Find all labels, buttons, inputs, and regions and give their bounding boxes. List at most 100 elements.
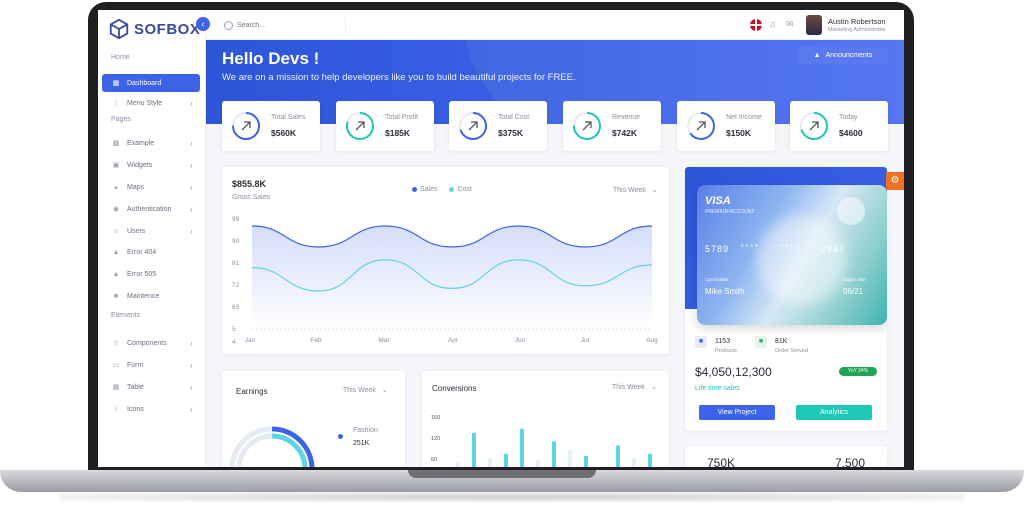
menu-style-icon: ⋮ — [112, 100, 120, 107]
form-icon: ▭ — [112, 362, 120, 369]
brand-logo[interactable]: SOFBOX — [108, 18, 200, 40]
progress-ring-icon — [232, 112, 260, 140]
card-expire-date: 06/21 — [843, 287, 864, 296]
stat-card-today[interactable]: Today $4600 — [790, 101, 888, 151]
x-tick-label: Feb — [310, 337, 322, 344]
conversion-bar — [584, 455, 588, 467]
stat-card-total-sales[interactable]: Total Sales $560K — [222, 101, 320, 151]
legend-cost-dot — [449, 186, 455, 192]
y-tick-label: 4 — [232, 339, 236, 346]
announcements-button[interactable]: ▲ Announcments — [798, 47, 888, 64]
avatar[interactable] — [806, 15, 822, 35]
conversion-bar — [536, 460, 540, 467]
sidebar-item-label: Form — [127, 361, 144, 369]
search-icon — [224, 20, 233, 30]
sidebar-item-error-505[interactable]: ▲ Error 505 — [102, 265, 200, 283]
stat-value: $375K — [498, 128, 524, 138]
sidebar-item-label: Icons — [127, 405, 144, 413]
uk-flag-icon[interactable] — [750, 19, 762, 31]
sidebar-item-users[interactable]: ☺ Users › — [102, 222, 200, 240]
card-glow — [757, 215, 847, 305]
conversions-period-dropdown[interactable]: This Week ⌄ — [612, 383, 657, 391]
sidebar-item-label: Components — [127, 339, 167, 347]
user-name[interactable]: Austin Robertson — [828, 17, 886, 26]
chevron-right-icon: › — [190, 182, 193, 192]
view-project-button[interactable]: View Project — [699, 405, 775, 420]
sidebar-item-components[interactable]: ◊ Components › — [102, 334, 200, 352]
arrow-up-right-icon — [355, 121, 365, 131]
card-number-last: 2847 — [821, 244, 846, 254]
earnings-period-label: This Week — [343, 387, 376, 394]
arrow-up-right-icon — [582, 121, 592, 131]
order-served-value: 81K — [775, 338, 788, 345]
sidebar-item-label: Maps — [127, 183, 145, 191]
stat-card-total-profit[interactable]: Total Profit $185K — [336, 101, 434, 151]
laptop-base — [0, 470, 1024, 492]
analytics-button[interactable]: Analytics — [796, 405, 872, 420]
bell-icon[interactable]: ♫ — [769, 19, 776, 29]
sidebar-item-authentication[interactable]: ◉ Authentication › — [102, 200, 200, 218]
stat-card-total-cost[interactable]: Total Cost $375K — [449, 101, 547, 151]
lock-icon: ◉ — [112, 206, 120, 213]
stat-value: $560K — [271, 128, 297, 138]
mail-icon[interactable]: ✉ — [786, 19, 794, 29]
earnings-period-dropdown[interactable]: This Week ⌄ — [343, 386, 388, 394]
section-label-pages: Pages — [111, 116, 131, 123]
stat-card-revenue[interactable]: Revenue $742K — [563, 101, 661, 151]
outer-ring — [230, 426, 315, 467]
sidebar-item-table[interactable]: ▦ Table › — [102, 378, 200, 396]
x-tick-label: Jan — [245, 337, 256, 344]
collapse-sidebar-button[interactable]: ‹ — [196, 17, 210, 31]
arrow-up-right-icon — [241, 121, 251, 131]
earnings-title: Earnings — [236, 387, 268, 396]
settings-gear-icon[interactable]: ⚙ — [886, 172, 904, 190]
sidebar-item-form[interactable]: ▭ Form › — [102, 356, 200, 374]
yoy-badge: YoY 24% — [839, 367, 877, 376]
progress-ring-fill — [459, 112, 487, 140]
arrow-up-right-icon — [468, 121, 478, 131]
conversions-period-label: This Week — [612, 384, 645, 391]
y-tick-label: 63 — [232, 304, 240, 311]
card-number-mask-1: * * * * — [741, 244, 758, 251]
conversion-bar — [568, 449, 572, 467]
sidebar-item-label: Menu Style — [127, 99, 163, 107]
map-icon: ▴ — [114, 184, 118, 191]
sidebar-item-label: Users — [127, 227, 146, 235]
sidebar-item-example[interactable]: ▩ Example › — [102, 134, 200, 152]
chevron-down-icon: ⌄ — [651, 187, 658, 194]
hero-title: Hello Devs ! — [222, 49, 320, 68]
x-tick-label: Jul — [581, 337, 590, 344]
sidebar-item-icons[interactable]: i Icons › — [102, 400, 200, 418]
page-icon: ▩ — [112, 140, 120, 147]
sidebar-item-menu-style[interactable]: ⋮ Menu Style › — [102, 94, 200, 112]
inner-ring — [236, 433, 308, 467]
earnings-card: Earnings This Week ⌄ Fashion 251K — [222, 371, 405, 467]
lifetime-sales-label: Life time sales — [695, 385, 740, 392]
y-tick-label: 72 — [232, 282, 240, 289]
visa-card[interactable]: VISA PREMIUM ACCOUNT 5789 * * * * * * * … — [697, 185, 887, 325]
chevron-right-icon: › — [190, 204, 193, 214]
y-tick-label: 90 — [232, 238, 240, 245]
stat-card-net-income[interactable]: Net Income $150K — [677, 101, 775, 151]
sidebar-item-widgets[interactable]: ▣ Widgets › — [102, 156, 200, 174]
gross-sales-period-dropdown[interactable]: This Week ⌄ — [613, 186, 658, 194]
sidebar-item-error-404[interactable]: ▲ Error 404 — [102, 243, 200, 261]
y-tick-label: 60 — [431, 457, 437, 463]
sidebar-item-dashboard[interactable]: ▦ Dashboard — [102, 74, 200, 92]
sidebar-item-maintence[interactable]: ■ Maintence — [102, 287, 200, 305]
arrow-up-right-icon — [809, 121, 819, 131]
sidebar-item-maps[interactable]: ▴ Maps › — [102, 178, 200, 196]
products-label: Products — [715, 348, 737, 354]
card-holder-name: Mike Smith — [705, 287, 745, 296]
section-label-elements: Elements — [111, 312, 141, 319]
stat-label: Total Cost — [498, 114, 530, 121]
cost-line — [251, 259, 653, 292]
search-input[interactable] — [237, 21, 337, 29]
brand-name: SOFBOX — [134, 20, 201, 38]
sidebar-item-label: Authentication — [127, 205, 172, 213]
stat-label: Today — [839, 114, 858, 121]
section-label-home: Home — [111, 54, 130, 61]
chevron-right-icon: › — [190, 160, 193, 170]
stat-value: $150K — [726, 128, 752, 138]
chevron-right-icon: › — [190, 138, 193, 148]
